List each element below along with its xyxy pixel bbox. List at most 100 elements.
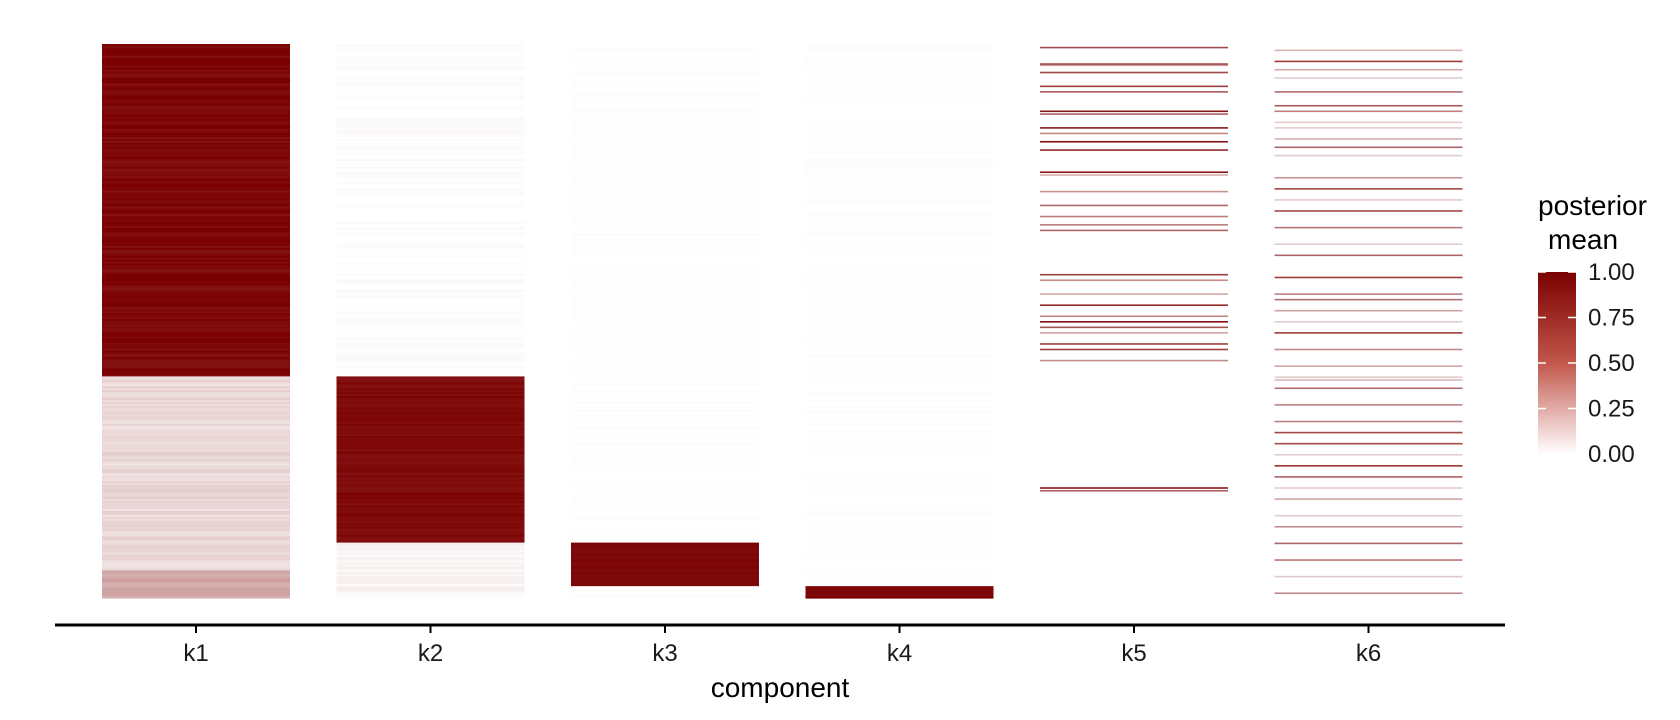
heatmap-cell <box>336 346 525 350</box>
heatmap-cell <box>336 447 525 451</box>
heatmap-cell <box>805 125 994 128</box>
legend-ticks: 1.000.750.500.250.00 <box>1538 259 1635 468</box>
heatmap-cell <box>1040 297 1228 300</box>
heatmap-cell <box>102 328 290 332</box>
heatmap-cell <box>102 162 290 166</box>
heatmap-cell <box>571 388 759 391</box>
heatmap-cell <box>336 378 525 381</box>
heatmap-cell <box>1040 317 1228 320</box>
heatmap-cell <box>805 152 994 156</box>
heatmap-cell <box>102 170 290 174</box>
heatmap-cell <box>805 465 994 469</box>
heatmap-cell <box>1274 372 1463 376</box>
heatmap-cell <box>1040 64 1228 67</box>
heatmap-cell <box>102 131 290 134</box>
heatmap-cell <box>102 83 290 87</box>
heatmap-cell <box>336 267 525 271</box>
heatmap-cell <box>102 433 290 437</box>
heatmap-cell <box>1274 398 1463 401</box>
heatmap-cell <box>336 154 525 158</box>
heatmap-cell <box>102 421 290 425</box>
heatmap-cell <box>571 61 759 65</box>
heatmap-cell <box>102 441 290 445</box>
heatmap-cell <box>1274 453 1463 456</box>
heatmap-cell <box>571 53 759 57</box>
heatmap-cell <box>336 544 525 548</box>
heatmap-cell <box>571 471 759 474</box>
heatmap-cell <box>805 447 994 451</box>
heatmap-cell <box>571 398 759 401</box>
heatmap-cell <box>336 558 525 562</box>
heatmap-cell <box>571 348 759 352</box>
heatmap-cell <box>102 214 290 217</box>
heatmap-cell <box>1040 544 1228 548</box>
heatmap-cell <box>805 455 994 459</box>
heatmap-cell <box>1274 180 1463 184</box>
x-tick-label: k6 <box>1356 640 1381 667</box>
heatmap-cell <box>1040 46 1228 49</box>
heatmap-cell <box>1040 117 1228 120</box>
heatmap-cell <box>805 419 994 423</box>
heatmap-cell <box>336 530 525 534</box>
heatmap-cell <box>571 465 759 469</box>
heatmap-cell <box>102 572 290 575</box>
heatmap-cell <box>102 319 290 322</box>
heatmap-cell <box>336 63 525 67</box>
heatmap-cell <box>571 229 759 233</box>
heatmap-cell <box>102 350 290 354</box>
heatmap-cell <box>102 570 290 573</box>
heatmap-cell <box>571 441 759 445</box>
heatmap-cell <box>805 499 994 502</box>
heatmap-cell <box>805 358 994 362</box>
heatmap-cell <box>102 386 290 389</box>
heatmap-cell <box>1040 202 1228 205</box>
heatmap-cell <box>102 372 290 376</box>
heatmap-cell <box>336 101 525 104</box>
heatmap-cell <box>1040 576 1228 579</box>
heatmap-cell <box>1040 85 1228 88</box>
heatmap-cell <box>805 55 994 59</box>
heatmap-cell <box>1040 255 1228 259</box>
heatmap-cell <box>571 552 759 556</box>
heatmap-cell <box>1040 522 1228 526</box>
heatmap-cell <box>805 540 994 544</box>
heatmap-cell <box>805 471 994 474</box>
heatmap-cell <box>571 406 759 409</box>
heatmap-cell <box>1274 356 1463 360</box>
heatmap-cell <box>571 251 759 255</box>
heatmap-cell <box>1274 578 1463 581</box>
heatmap-cell <box>1040 364 1228 368</box>
heatmap-cell <box>102 190 290 193</box>
heatmap-cell <box>1040 417 1228 421</box>
heatmap-cell <box>1040 560 1228 563</box>
heatmap-cell <box>102 259 290 263</box>
heatmap-cell <box>102 267 290 271</box>
heatmap-cell <box>1040 267 1228 271</box>
heatmap-cell <box>1274 231 1463 235</box>
heatmap-cell <box>1274 538 1463 542</box>
heatmap-cell <box>1040 71 1228 74</box>
heatmap-cell <box>102 586 290 589</box>
heatmap-cell <box>1040 443 1228 447</box>
heatmap-cell <box>571 558 759 562</box>
heatmap-cell <box>805 251 994 255</box>
heatmap-cell <box>1040 546 1228 550</box>
heatmap-cell <box>571 390 759 393</box>
heatmap-cell <box>1040 237 1228 241</box>
heatmap-cell <box>1040 133 1228 136</box>
heatmap-cell <box>102 463 290 467</box>
heatmap-cell <box>1040 530 1228 534</box>
heatmap-cell <box>336 303 525 306</box>
heatmap-cell <box>1274 131 1463 134</box>
heatmap-cell <box>102 117 290 120</box>
heatmap-cell <box>336 301 525 304</box>
heatmap-cell <box>805 467 994 470</box>
heatmap-cell <box>1274 68 1463 71</box>
heatmap-cell <box>1040 463 1228 467</box>
heatmap-cell <box>1274 512 1463 516</box>
heatmap-cell <box>336 97 525 100</box>
heatmap-cell <box>571 376 759 379</box>
heatmap-cell <box>336 279 525 283</box>
heatmap-cell <box>571 196 759 199</box>
heatmap-cell <box>336 182 525 186</box>
